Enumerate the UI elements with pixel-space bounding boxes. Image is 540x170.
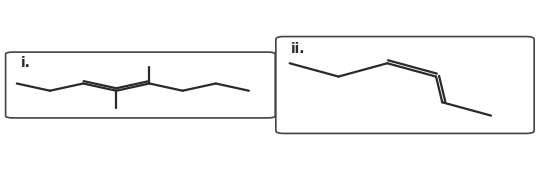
Text: i.: i. — [21, 56, 31, 70]
Text: ii.: ii. — [291, 42, 305, 56]
